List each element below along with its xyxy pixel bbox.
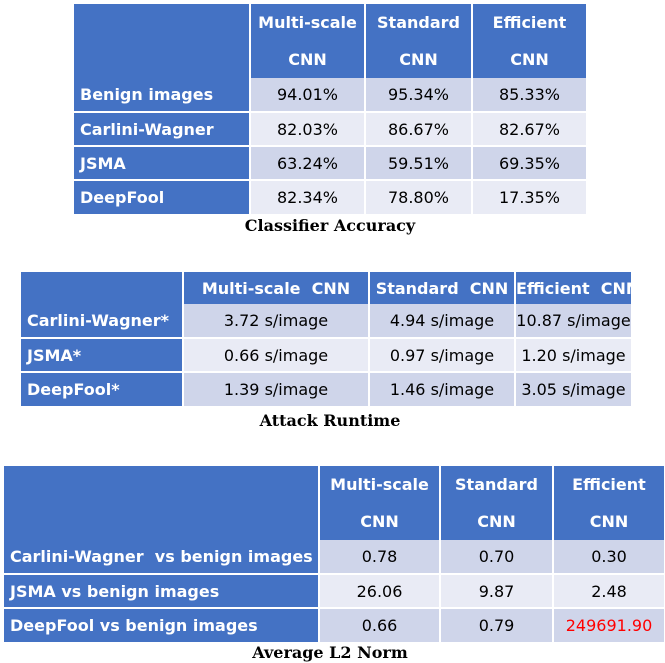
header-corner <box>4 466 320 540</box>
table-cell: 0.66 s/image <box>183 338 370 373</box>
table-cell: 69.35% <box>472 146 586 181</box>
row-label: JSMA* <box>21 338 184 373</box>
table-cell: 82.34% <box>250 180 366 214</box>
column-header: Multi-scale CNN <box>319 466 441 540</box>
table-cell: 86.67% <box>365 112 473 147</box>
table-cell: 1.39 s/image <box>183 372 370 406</box>
table-cell: 0.30 <box>553 540 664 575</box>
table-caption: Classifier Accuracy <box>244 216 416 235</box>
header-corner <box>74 4 251 78</box>
column-header: Multi-scale CNN <box>250 4 366 78</box>
table-cell: 0.78 <box>319 540 441 575</box>
table-cell: 78.80% <box>365 180 473 214</box>
table-cell: 1.20 s/image <box>515 338 631 373</box>
column-header: Efficient CNN <box>472 4 586 78</box>
table-header-row: Multi-scale CNN Standard CNN Efficient CNN <box>74 4 586 78</box>
table-cell: 17.35% <box>472 180 586 214</box>
column-header: Standard CNN <box>440 466 554 540</box>
highlighted-cell: 249691.90 <box>553 608 664 642</box>
table-cell: 0.70 <box>440 540 554 575</box>
table-cell: 85.33% <box>472 78 586 113</box>
header-corner <box>21 272 184 304</box>
column-header: Standard CNN <box>369 272 516 304</box>
table-cell: 0.66 <box>319 608 441 642</box>
table-row: DeepFool* 1.39 s/image 1.46 s/image 3.05… <box>21 372 631 406</box>
row-label: Carlini-Wagner* <box>21 304 184 339</box>
table-cell: 1.46 s/image <box>369 372 516 406</box>
table-header-row: Multi-scale CNN Standard CNN Efficient CNN <box>4 466 664 540</box>
table-row: JSMA vs benign images 26.06 9.87 2.48 <box>4 574 664 609</box>
table-row: Benign images 94.01% 95.34% 85.33% <box>74 78 586 113</box>
column-header: Efficient CNN <box>515 272 639 304</box>
column-header: Efficient CNN <box>553 466 664 540</box>
table-cell: 82.67% <box>472 112 586 147</box>
table-cell: 26.06 <box>319 574 441 609</box>
table-caption: Attack Runtime <box>259 411 401 430</box>
table-cell: 9.87 <box>440 574 554 609</box>
table-cell: 0.97 s/image <box>369 338 516 373</box>
table-cell: 95.34% <box>365 78 473 113</box>
table-cell: 59.51% <box>365 146 473 181</box>
table-row: JSMA* 0.66 s/image 0.97 s/image 1.20 s/i… <box>21 338 631 373</box>
row-label: JSMA vs benign images <box>4 574 320 609</box>
table-row: JSMA 63.24% 59.51% 69.35% <box>74 146 586 181</box>
attack-runtime-table: Multi-scale CNN Standard CNN Efficient C… <box>21 272 639 406</box>
row-label: DeepFool* <box>21 372 184 406</box>
row-label: DeepFool <box>74 180 251 214</box>
table-header-row: Multi-scale CNN Standard CNN Efficient C… <box>21 272 639 304</box>
table-cell: 82.03% <box>250 112 366 147</box>
column-header: Multi-scale CNN <box>183 272 370 304</box>
table-cell: 94.01% <box>250 78 366 113</box>
table-cell: 3.72 s/image <box>183 304 370 339</box>
table-row: Carlini-Wagner* 3.72 s/image 4.94 s/imag… <box>21 304 631 339</box>
row-label: JSMA <box>74 146 251 181</box>
average-l2-norm-table: Multi-scale CNN Standard CNN Efficient CNN … <box>4 466 664 642</box>
row-label: Carlini-Wagner vs benign images <box>4 540 320 575</box>
row-label: Benign images <box>74 78 251 113</box>
table-cell: 3.05 s/image <box>515 372 631 406</box>
table-cell: 4.94 s/image <box>369 304 516 339</box>
table-row: Carlini-Wagner 82.03% 86.67% 82.67% <box>74 112 586 147</box>
table-cell: 63.24% <box>250 146 366 181</box>
table-cell: 10.87 s/image <box>515 304 631 339</box>
table-row: Carlini-Wagner vs benign images 0.78 0.7… <box>4 540 664 575</box>
table-caption: Average L2 Norm <box>252 643 408 662</box>
table-cell: 2.48 <box>553 574 664 609</box>
table-row: DeepFool vs benign images 0.66 0.79 2496… <box>4 608 664 642</box>
table-cell: 0.79 <box>440 608 554 642</box>
column-header: Standard CNN <box>365 4 473 78</box>
row-label: DeepFool vs benign images <box>4 608 320 642</box>
classifier-accuracy-table: Multi-scale CNN Standard CNN Efficient CNN … <box>74 4 586 214</box>
row-label: Carlini-Wagner <box>74 112 251 147</box>
table-row: DeepFool 82.34% 78.80% 17.35% <box>74 180 586 214</box>
